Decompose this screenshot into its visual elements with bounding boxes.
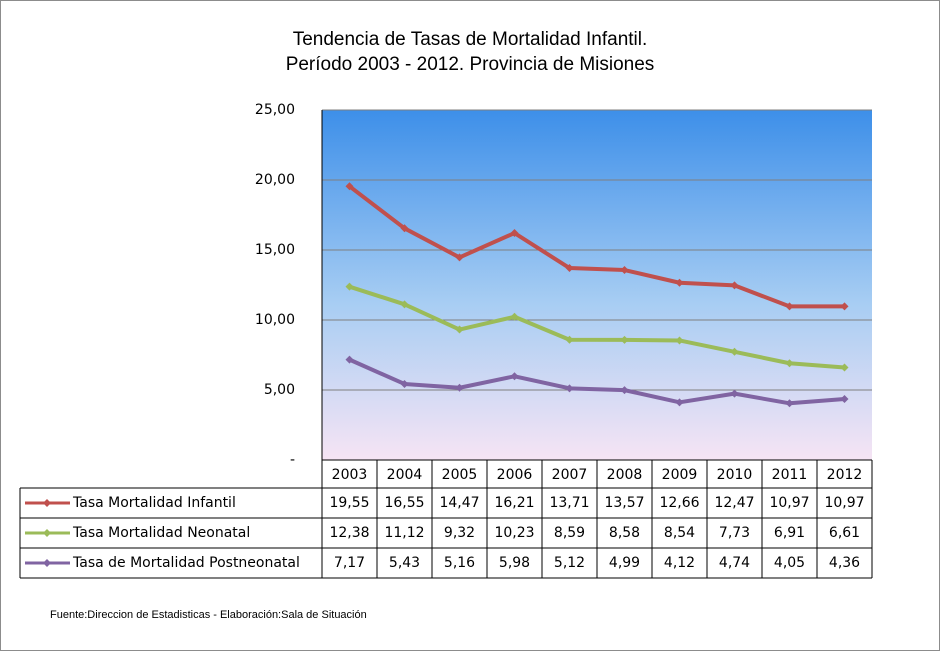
data-point [400, 379, 409, 388]
x-tick-label: 2008 [607, 467, 643, 483]
data-point [510, 372, 519, 381]
x-tick-label: 2005 [442, 467, 478, 483]
data-point [730, 347, 739, 356]
table-value: 9,32 [444, 525, 475, 541]
table-value: 6,91 [774, 525, 805, 541]
data-point [345, 355, 354, 364]
data-point [510, 312, 519, 321]
plot-area [322, 110, 872, 460]
x-tick-label: 2012 [827, 467, 863, 483]
table-value: 10,97 [769, 495, 809, 511]
data-point [510, 229, 519, 238]
data-point [455, 383, 464, 392]
y-tick-label: - [290, 452, 295, 468]
series-line [348, 357, 845, 406]
table-value: 5,12 [554, 555, 585, 571]
table-value: 8,59 [554, 525, 585, 541]
data-point [785, 359, 794, 368]
data-point [400, 224, 409, 233]
table-value: 7,17 [334, 555, 365, 571]
legend-label: Tasa Mortalidad Neonatal [72, 525, 250, 541]
legend-label: Tasa Mortalidad Infantil [72, 495, 236, 511]
x-tick-label: 2003 [332, 467, 368, 483]
y-tick-label: 15,00 [255, 242, 295, 258]
chart-subtitle: Período 2003 - 2012. Provincia de Mision… [286, 54, 655, 75]
data-point [785, 399, 794, 408]
data-point [455, 253, 464, 262]
data-point [620, 386, 629, 395]
table-value: 6,61 [829, 525, 860, 541]
table-value: 16,55 [384, 495, 424, 511]
data-point [345, 182, 354, 191]
data-point [620, 266, 629, 275]
data-point [620, 335, 629, 344]
data-point [675, 336, 684, 345]
table-value: 16,21 [494, 495, 534, 511]
source-note: Fuente:Direccion de Estadisticas - Elabo… [50, 609, 367, 621]
table-value: 4,36 [829, 555, 860, 571]
data-point [675, 398, 684, 407]
table-value: 4,99 [609, 555, 640, 571]
table-value: 7,73 [719, 525, 750, 541]
table-value: 5,43 [389, 555, 420, 571]
table-value: 10,97 [824, 495, 864, 511]
x-tick-label: 2011 [772, 467, 808, 483]
legend-marker [43, 499, 51, 507]
data-point [730, 389, 739, 398]
data-point [565, 264, 574, 273]
table-value: 8,58 [609, 525, 640, 541]
table-value: 11,12 [384, 525, 424, 541]
series-line [348, 184, 845, 309]
series-line [348, 284, 845, 370]
x-tick-label: 2007 [552, 467, 588, 483]
table-value: 8,54 [664, 525, 695, 541]
data-point [840, 394, 849, 403]
data-point [565, 384, 574, 393]
table-value: 12,66 [659, 495, 699, 511]
x-tick-label: 2006 [497, 467, 533, 483]
y-tick-label: 10,00 [255, 312, 295, 328]
table-value: 13,57 [604, 495, 644, 511]
table-value: 19,55 [329, 495, 369, 511]
table-value: 12,47 [714, 495, 754, 511]
x-tick-label: 2009 [662, 467, 698, 483]
y-tick-label: 20,00 [255, 172, 295, 188]
data-point [455, 325, 464, 334]
y-tick-label: 5,00 [264, 382, 295, 398]
legend-label: Tasa de Mortalidad Postneonatal [72, 555, 300, 571]
legend-marker [43, 529, 51, 537]
table-value: 12,38 [329, 525, 369, 541]
table-value: 14,47 [439, 495, 479, 511]
data-point [840, 302, 849, 311]
data-point [400, 300, 409, 309]
x-tick-label: 2010 [717, 467, 753, 483]
chart-title: Tendencia de Tasas de Mortalidad Infanti… [293, 29, 648, 50]
table-value: 5,16 [444, 555, 475, 571]
data-point [675, 278, 684, 287]
legend-marker [43, 559, 51, 567]
table-value: 4,05 [774, 555, 805, 571]
table-value: 5,98 [499, 555, 530, 571]
data-point [840, 363, 849, 372]
data-point [345, 282, 354, 291]
table-value: 4,74 [719, 555, 750, 571]
table-value: 10,23 [494, 525, 534, 541]
data-point [730, 281, 739, 290]
x-tick-label: 2004 [387, 467, 423, 483]
table-value: 4,12 [664, 555, 695, 571]
y-tick-label: 25,00 [255, 102, 295, 118]
data-point [785, 302, 794, 311]
data-point [565, 335, 574, 344]
table-value: 13,71 [549, 495, 589, 511]
